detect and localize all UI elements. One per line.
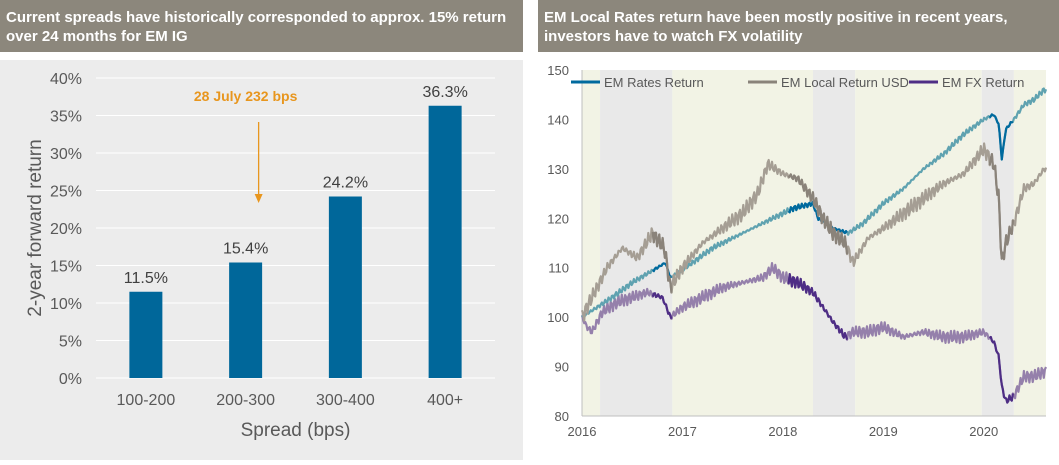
line-legend: EM Rates Return EM Local Return USD EM FX …	[571, 75, 1024, 90]
bar-annotation: 28 July 232 bps	[194, 88, 298, 203]
bar-y-tick-label: 40%	[50, 71, 82, 88]
legend-label: EM FX Return	[942, 75, 1024, 90]
line-y-tick-label: 140	[547, 112, 569, 127]
line-y-tick-label: 90	[555, 360, 569, 375]
bar-x-tick-label: 400+	[427, 392, 463, 409]
bar-x-axis-title: Spread (bps)	[241, 420, 351, 441]
bar-200-300	[229, 262, 263, 378]
bar-y-tick-label: 15%	[50, 259, 82, 276]
bar-grid-lines	[96, 77, 495, 379]
shaded-period-olive	[855, 70, 982, 416]
line-chart-frame	[581, 70, 1046, 417]
bar-y-tick-label: 5%	[59, 334, 82, 351]
annotation-arrow-head	[254, 194, 263, 203]
bar-y-tick-label: 20%	[50, 221, 82, 238]
right-chart-header: EM Local Rates return have been mostly p…	[538, 0, 1059, 52]
line-y-axis: 80 90 100 110 120 130 140 150	[547, 63, 569, 424]
line-y-tick-label: 110	[548, 261, 569, 276]
line-shaded-periods	[582, 70, 1046, 416]
line-x-tick-label: 2018	[768, 424, 797, 439]
left-chart-panel: Current spreads have historically corres…	[0, 0, 523, 460]
shaded-period-olive	[672, 70, 813, 416]
line-x-axis: 2016 2017 2018 2019 2020	[568, 424, 999, 439]
bar-100-200	[129, 291, 163, 378]
bar-data-label: 24.2%	[323, 175, 368, 192]
bar-y-tick-label: 0%	[59, 371, 82, 388]
bar-series	[129, 105, 462, 378]
bar-data-label: 36.3%	[422, 84, 467, 101]
line-x-tick-label: 2019	[869, 424, 898, 439]
annotation-label: 28 July 232 bps	[194, 88, 298, 104]
bar-chart: 0% 5% 10% 15% 20% 25% 30% 35% 40% 11.5% 15.4% 24.2…	[0, 60, 523, 460]
shaded-period-grey	[812, 70, 856, 416]
left-chart-header: Current spreads have historically corres…	[0, 0, 523, 52]
line-y-tick-label: 80	[555, 409, 569, 424]
legend-label: EM Rates Return	[604, 75, 704, 90]
bar-300-400	[328, 196, 362, 378]
line-y-tick-label: 150	[547, 63, 569, 78]
line-y-tick-label: 130	[547, 162, 569, 177]
bar-data-label: 11.5%	[124, 270, 168, 287]
bar-y-tick-label: 10%	[50, 296, 82, 313]
bar-x-axis: 100-200 200-300 300-400 400+	[117, 392, 464, 409]
line-x-tick-label: 2016	[568, 424, 597, 439]
right-chart-panel: EM Local Rates return have been mostly p…	[538, 0, 1059, 460]
line-x-tick-label: 2020	[969, 424, 998, 439]
bar-y-axis: 0% 5% 10% 15% 20% 25% 30% 35% 40%	[50, 71, 82, 388]
shaded-period-olive	[582, 70, 601, 416]
bar-x-tick-label: 200-300	[216, 392, 275, 409]
bar-data-labels: 11.5% 15.4% 24.2% 36.3%	[124, 84, 468, 287]
legend-label: EM Local Return USD	[781, 75, 909, 90]
line-y-tick-label: 120	[547, 211, 569, 226]
bar-y-tick-label: 25%	[50, 184, 82, 201]
left-chart-area: 0% 5% 10% 15% 20% 25% 30% 35% 40% 11.5% 15.4% 24.2…	[0, 60, 523, 460]
series-highlight-1	[651, 153, 1014, 293]
line-y-tick-label: 100	[547, 310, 569, 325]
bar-400+	[428, 105, 462, 378]
bar-y-tick-label: 35%	[50, 109, 82, 126]
shaded-period-olive	[1013, 70, 1046, 416]
bar-x-tick-label: 300-400	[316, 392, 375, 409]
line-x-tick-label: 2017	[668, 424, 697, 439]
line-series-group	[580, 87, 1048, 404]
series-highlight-2	[651, 273, 1014, 404]
bar-x-tick-label: 100-200	[117, 392, 176, 409]
bar-y-axis-title: 2-year forward return	[25, 139, 46, 316]
bar-data-label: 15.4%	[223, 241, 268, 258]
right-chart-area: 80 90 100 110 120 130 140 150 2016 2017 2018 2019 2…	[538, 60, 1059, 460]
bar-y-tick-label: 30%	[50, 146, 82, 163]
